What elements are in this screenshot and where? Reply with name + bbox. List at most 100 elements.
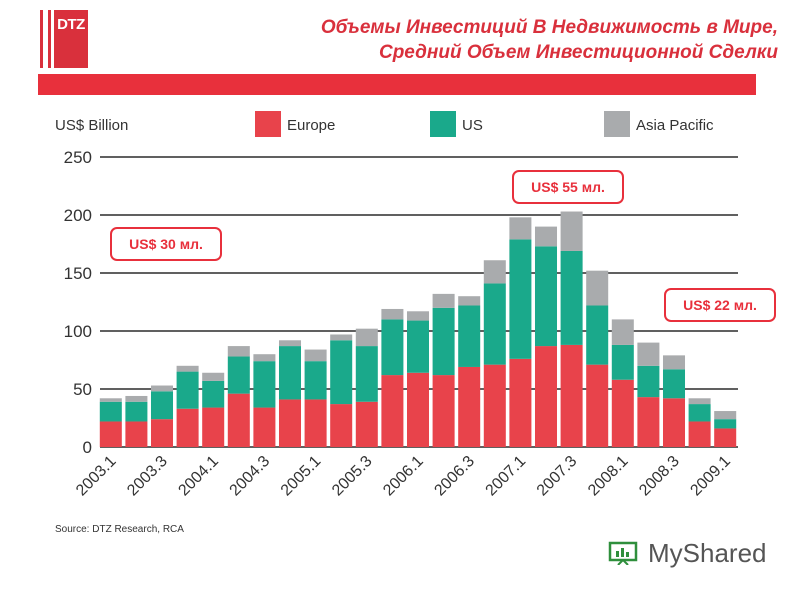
bar-us-2007.1 (509, 239, 532, 359)
bar-europe-2006.3 (458, 366, 481, 447)
bar-europe-2007.4 (586, 364, 609, 447)
presentation-icon (608, 541, 638, 565)
bar-asia-pacific-2007.1 (509, 217, 532, 240)
bar-europe-2007.2 (534, 346, 558, 447)
bar-europe-2008.1 (611, 379, 634, 447)
bar-us-2004.4 (278, 346, 302, 400)
bar-asia-pacific-2006.4 (483, 260, 506, 284)
bar-us-2007.2 (534, 246, 558, 347)
source-note: Source: DTZ Research, RCA (55, 524, 184, 535)
bar-asia-pacific-2007.2 (534, 226, 558, 247)
bar-us-2007.3 (560, 250, 583, 345)
bar-asia-pacific-2004.3 (253, 354, 276, 362)
bar-asia-pacific-2008.1 (611, 319, 634, 345)
title-line-1: Объемы Инвестиций В Недвижимость в Мире, (320, 17, 778, 38)
bar-asia-pacific-2009.1 (714, 411, 737, 420)
bar-europe-2007.1 (509, 358, 532, 447)
bar-asia-pacific-2007.4 (586, 270, 609, 306)
y-tick-label: 50 (73, 380, 92, 399)
bar-us-2006.1 (406, 320, 430, 373)
header-divider (38, 74, 756, 95)
bar-europe-2008.3 (662, 398, 686, 447)
bar-asia-pacific-2008.3 (662, 355, 686, 370)
bar-us-2004.2 (227, 356, 250, 394)
bar-europe-2003.4 (176, 408, 199, 447)
legend-swatch-asia-pacific (604, 111, 630, 137)
bar-us-2008.3 (662, 369, 686, 399)
bar-asia-pacific-2008.2 (637, 342, 660, 366)
legend-label-us: US (462, 117, 483, 134)
x-tick-label: 2005.3 (329, 453, 376, 500)
bar-asia-pacific-2005.4 (381, 308, 404, 320)
legend-swatch-europe (255, 111, 281, 137)
x-tick-label: 2007.3 (534, 453, 581, 500)
bar-europe-2003.1 (99, 421, 122, 447)
bar-us-2003.3 (150, 391, 174, 420)
bar-europe-2006.4 (483, 364, 506, 447)
bar-us-2005.1 (304, 361, 327, 400)
bar-europe-2008.4 (688, 421, 711, 447)
brand-text: MyShared (648, 538, 767, 568)
x-tick-label: 2007.1 (483, 453, 530, 500)
title-line-2: Средний Объем Инвестиционной Сделки (378, 42, 778, 63)
x-tick-label: 2005.1 (278, 453, 325, 500)
bar-asia-pacific-2003.3 (150, 385, 174, 392)
bar-us-2009.1 (714, 419, 737, 429)
page-title: Объемы Инвестиций В Недвижимость в Мире,… (138, 15, 778, 65)
y-tick-label: 150 (64, 264, 92, 283)
x-tick-label: 2004.3 (227, 453, 274, 500)
bar-us-2008.2 (637, 365, 660, 398)
legend-label-europe: Europe (287, 117, 335, 134)
x-tick-label: 2006.3 (431, 453, 478, 500)
bar-asia-pacific-2003.2 (125, 395, 148, 402)
bar-asia-pacific-2005.2 (330, 334, 353, 341)
bar-europe-2005.3 (355, 401, 378, 447)
bar-europe-2008.2 (637, 397, 660, 447)
bar-asia-pacific-2005.1 (304, 349, 327, 362)
bar-europe-2005.4 (381, 375, 404, 447)
dtz-logo: DTZ (38, 10, 88, 68)
bar-us-2005.3 (355, 346, 378, 402)
bar-us-2006.4 (483, 283, 506, 365)
y-tick-label: 250 (64, 148, 92, 167)
x-tick-label: 2009.1 (687, 453, 734, 500)
bar-europe-2009.1 (714, 428, 737, 447)
annotation-2003: US$ 30 мл. (110, 227, 222, 261)
annotation-2009: US$ 22 мл. (664, 288, 776, 322)
bar-europe-2003.2 (125, 421, 148, 447)
bar-europe-2004.2 (227, 393, 250, 447)
bar-asia-pacific-2006.1 (406, 311, 430, 321)
bar-asia-pacific-2008.4 (688, 398, 711, 405)
bar-europe-2006.2 (432, 375, 455, 447)
bar-us-2008.4 (688, 404, 711, 422)
bar-us-2004.1 (202, 380, 225, 408)
bar-asia-pacific-2004.4 (278, 340, 302, 347)
annotation-2007: US$ 55 мл. (512, 170, 624, 204)
x-tick-label: 2003.1 (73, 453, 120, 500)
x-tick-label: 2004.1 (175, 453, 222, 500)
bar-us-2007.4 (586, 305, 609, 365)
bar-asia-pacific-2004.1 (202, 372, 225, 381)
y-tick-label: 100 (64, 322, 92, 341)
bar-asia-pacific-2005.3 (355, 328, 378, 347)
bar-europe-2007.3 (560, 344, 583, 447)
logo-text: DTZ (57, 16, 85, 33)
myshared-watermark: MyShared (606, 536, 776, 576)
x-tick-label: 2008.3 (636, 453, 683, 500)
legend-swatch-us (430, 111, 456, 137)
bar-asia-pacific-2003.1 (99, 398, 122, 402)
bar-us-2003.4 (176, 371, 199, 409)
bar-us-2004.3 (253, 361, 276, 408)
bar-asia-pacific-2007.3 (560, 211, 583, 251)
legend-label-asia-pacific: Asia Pacific (636, 117, 714, 134)
x-tick-label: 2006.1 (380, 453, 427, 500)
bar-europe-2003.3 (150, 419, 174, 447)
bar-us-2003.2 (125, 401, 148, 422)
bar-us-2005.2 (330, 340, 353, 405)
bar-asia-pacific-2006.3 (458, 296, 481, 306)
bar-asia-pacific-2004.2 (227, 346, 250, 357)
bar-us-2008.1 (611, 344, 634, 380)
bar-europe-2005.1 (304, 399, 327, 447)
bar-europe-2004.4 (278, 399, 302, 447)
